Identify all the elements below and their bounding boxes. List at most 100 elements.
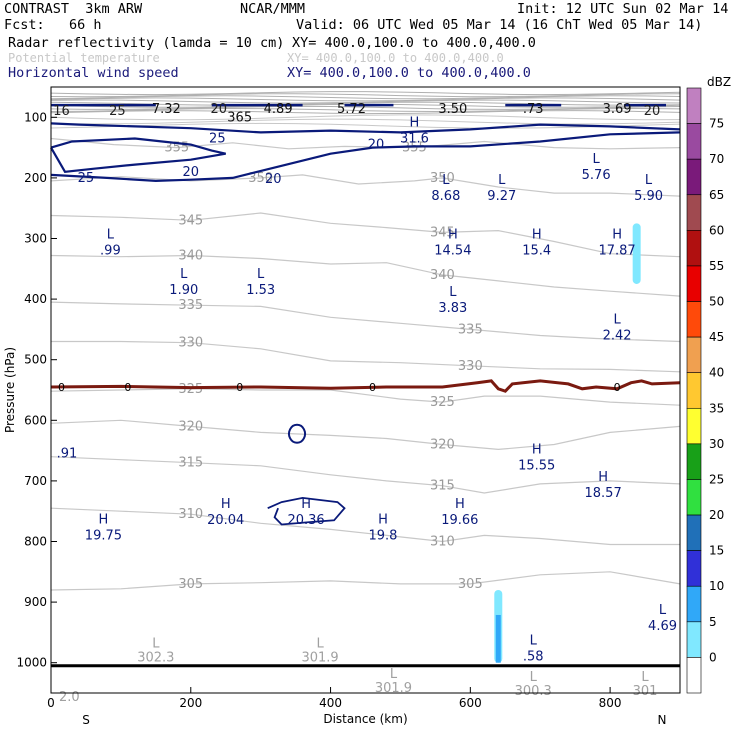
extremum-H-value-17: 19.66 [441,513,478,528]
theta-top-line [50,99,681,104]
y-tick-label-600: 600 [24,413,47,427]
theta-label-340-1: 340 [430,268,455,283]
colorbar-level-75: 75 [709,117,724,131]
theta-top-line [50,93,681,98]
colorbar-swatch-12 [686,514,702,551]
x-tick-label-600: 600 [459,696,482,710]
field-xy-reflectivity: XY= 400.0,100.0 to 400.0,400.0 [292,35,536,51]
extremum-L-marker-11: L [449,285,457,300]
theta-label-310-1: 310 [430,535,455,550]
theta-extremum-value-1: 301.9 [301,651,338,666]
theta-extremum-value-3: 300.3 [515,684,552,699]
extremum-H-value-7: 15.4 [522,244,551,259]
colorbar-level-35: 35 [709,401,724,415]
zero-dbz-label-4: 0 [614,381,621,394]
extremum-L-marker-21: L [530,634,538,649]
theta-label-310-0: 310 [178,507,203,522]
theta-extremum-marker-2: L [390,667,398,682]
y-tick-label-500: 500 [24,353,47,367]
extremum-H-marker-6: H [448,228,458,243]
theta-top-line [50,118,681,125]
wind-contour-small [288,423,307,444]
forecast-hour: Fcst: 66 h [4,17,102,33]
extremum-H-marker-13: H [532,443,542,458]
org-label: NCAR/MMM [240,1,306,17]
extremum-H-marker-14: H [598,470,608,485]
theta-label-350-0: 350 [248,171,273,186]
init-time: Init: 12 UTC Sun 02 Mar 14 [517,1,729,17]
extremum-H-marker-7: H [532,228,542,243]
top-band-label-10: 365 [227,110,252,125]
extremum-L-value-3: 9.27 [487,189,516,204]
extremum-H-value-19: 19.75 [85,528,122,543]
extremum-L-value-9: 1.90 [169,283,198,298]
theta-extremum-marker-1: L [316,637,324,652]
extremum-H-value-13: 15.55 [518,459,555,474]
extremum-H-value-6: 14.54 [434,244,471,259]
y-tick-label-400: 400 [24,292,47,306]
zero-dbz-label-0: 0 [58,381,65,394]
colorbar-swatch-15 [686,621,702,658]
extremum-L-marker-4: L [645,173,653,188]
colorbar-swatch-5 [686,265,702,302]
extremum-H-value-0: 31.6 [400,131,429,146]
theta-label-355-1: 355 [402,141,427,156]
colorbar-swatch-8 [686,372,702,409]
colorbar-swatch-10 [686,443,702,480]
theta-label-325-0: 325 [178,382,203,397]
theta-label-335-0: 335 [178,298,203,313]
theta-label-305-1: 305 [458,577,483,592]
colorbar-level-55: 55 [709,259,724,273]
zero-dbz-label-2: 0 [236,381,243,394]
theta-label-345-0: 345 [178,213,203,228]
extremum-L-value-21: .58 [523,650,544,665]
x-end-label-south: S [82,713,90,727]
extremum-L-value-11: 3.83 [438,301,467,316]
theta-top-line [50,114,681,121]
y-tick-label-1000: 1000 [16,656,47,670]
colorbar-level-5: 5 [709,615,717,629]
colorbar-swatch-2 [686,158,702,196]
colorbar-level-20: 20 [709,508,724,522]
colorbar-level-0: 0 [709,650,717,664]
extremum-L-value-4: 5.90 [634,189,663,204]
theta-line-340 [50,254,681,297]
wind-contour-label-2: 20 [265,172,282,187]
y-tick-label-200: 200 [24,171,47,185]
colorbar-level-10: 10 [709,579,724,593]
model-title: CONTRAST 3km ARW [4,1,143,17]
theta-label-315-0: 315 [178,456,203,471]
extremum-H-value-15: 20.04 [207,513,244,528]
field-label-theta: Potential temperature [8,51,160,65]
extremum-H-marker-17: H [455,497,465,512]
theta-label-345-1: 345 [430,225,455,240]
theta-top-line [50,110,681,115]
theta-line-315 [50,456,681,494]
colorbar-level-45: 45 [709,330,724,344]
extremum-L-marker-12: L [613,312,621,327]
extremum-L-marker-10: L [257,267,265,282]
extremum-L-marker-2: L [442,173,450,188]
extremum-L-value-10: 1.53 [246,283,275,298]
colorbar-swatch-0 [686,87,702,124]
zero-dbz-contour [50,379,681,393]
field-label-wind: Horizontal wind speed [8,65,179,81]
precip-cell-inner [495,614,501,663]
theta-label-320-1: 320 [430,438,455,453]
theta-label-330-1: 330 [458,359,483,374]
theta-extremum-value-5: 2.0 [59,690,80,705]
x-tick-label-400: 400 [319,696,342,710]
top-band-label-5: 5.72 [337,102,366,117]
theta-top-line [50,91,681,96]
colorbar-swatch-13 [686,550,702,587]
colorbar-swatch-11 [686,479,702,516]
theta-line-305 [50,571,681,591]
colorbar-swatch-7 [686,336,702,374]
wind-contour-20-loop [50,137,226,173]
x-tick-label-0: 0 [47,696,55,710]
theta-top-line [50,97,681,102]
theta-top-line [50,105,681,110]
extremum-L-value-1: 5.76 [582,168,611,183]
extremum-L-marker-20: L [659,603,667,618]
